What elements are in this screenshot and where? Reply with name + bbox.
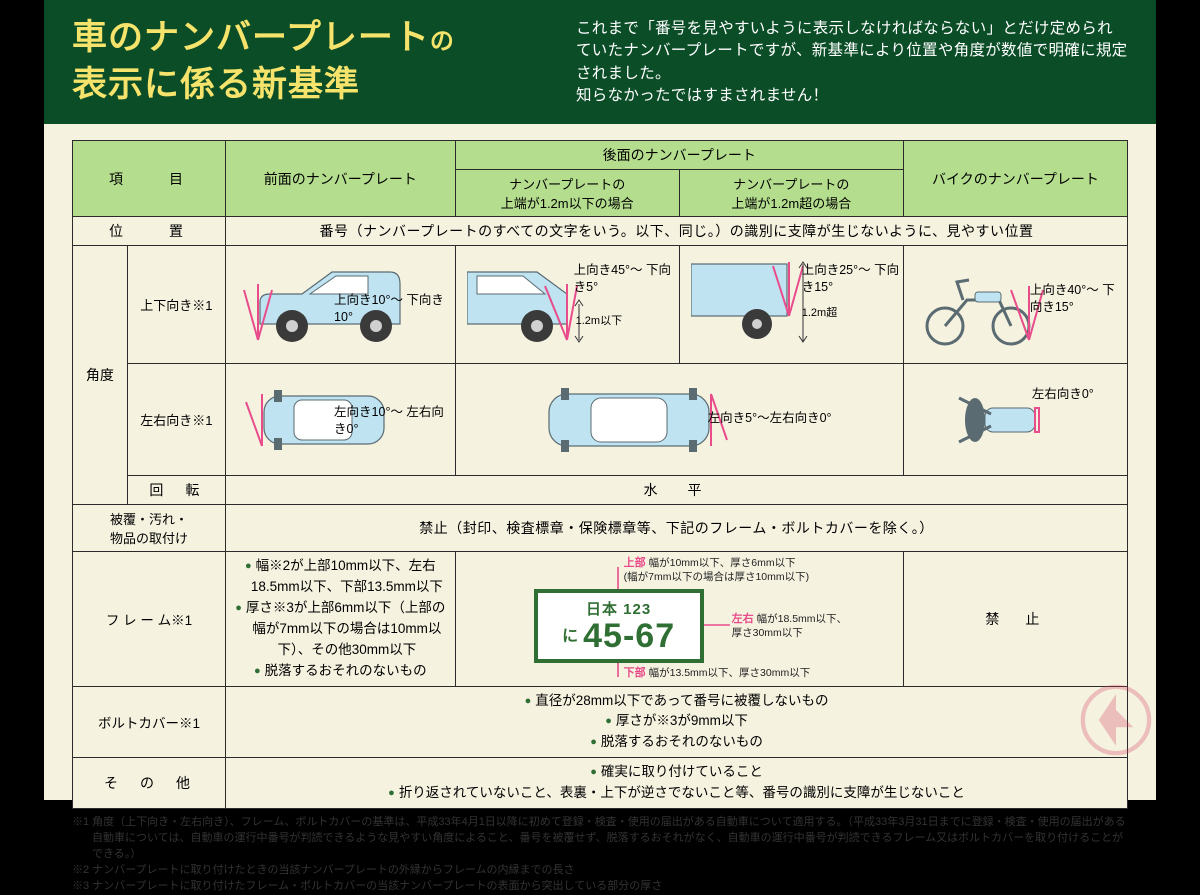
angle-ud-bike: 上向き40°～ 下向き15° bbox=[903, 246, 1127, 364]
other-bullet: 折り返されていないこと、表裏・上下が逆さでないこと等、番号の識別に支障が生じない… bbox=[234, 783, 1119, 804]
angle-ud-rearhigh-dim: 1.2m超 bbox=[802, 304, 837, 320]
other-bullet: 確実に取り付けていること bbox=[234, 762, 1119, 783]
footnote: ※3 ナンバープレートに取り付けたフレーム・ボルトカバーの当該ナンバープレートの… bbox=[72, 879, 1128, 895]
title-line2: 表示に係る新基準 bbox=[72, 65, 360, 104]
plate-tag-top: 上部 bbox=[624, 557, 646, 569]
page-title: 車のナンバープレートの 表示に係る新基準 bbox=[72, 14, 552, 114]
angle-ud-rearlow-dim: 1.2m以下 bbox=[576, 312, 622, 328]
plate-tag-side: 左右 bbox=[732, 613, 754, 625]
frame-plate-diagram: 日本 123 に45-67 上部幅が10mm以下、厚さ6mm以下 (幅が7mm以… bbox=[455, 552, 903, 687]
col-rear-high: ナンバープレートの 上端が1.2m超の場合 bbox=[679, 170, 903, 217]
plate-line1: 日本 123 bbox=[586, 598, 651, 619]
col-rear-low: ナンバープレートの 上端が1.2m以下の場合 bbox=[455, 170, 679, 217]
row-angle-group: 角度 bbox=[73, 246, 128, 505]
row-frame-bullets: 幅※2が上部10mm以下、左右18.5mm以下、下部13.5mm以下 厚さ※3が… bbox=[226, 552, 456, 687]
frame-bullet: 幅※2が上部10mm以下、左右18.5mm以下、下部13.5mm以下 bbox=[234, 556, 447, 598]
title-line1b: の bbox=[430, 28, 455, 55]
frame-bullet: 脱落するおそれのないもの bbox=[234, 661, 447, 682]
angle-ud-rearlow-text: 上向き45°～ 下向き5° bbox=[574, 262, 679, 296]
angle-ud-rearhigh-text: 上向き25°～ 下向き15° bbox=[802, 262, 903, 296]
plate-ann-top: 幅が10mm以下、厚さ6mm以下 (幅が7mm以下の場合は厚さ10mm以下) bbox=[624, 557, 810, 583]
plate-ann-bottom: 幅が13.5mm以下、厚さ30mm以下 bbox=[649, 667, 811, 679]
angle-lr-rear: 左向き5°～左右向き0° bbox=[455, 364, 903, 476]
row-bolt-bullets: 直径が28mm以下であって番号に被覆しないもの 厚さが※3が9mm以下 脱落する… bbox=[226, 686, 1128, 758]
motorcycle-top-icon bbox=[915, 368, 1115, 468]
angle-lr-bike: 左右向き0° bbox=[903, 364, 1127, 476]
col-item: 項 目 bbox=[73, 141, 226, 217]
header-bar: 車のナンバープレートの 表示に係る新基準 これまで「番号を見やすいように表示しな… bbox=[44, 0, 1156, 124]
frame-bullet: 厚さ※3が上部6mm以下（上部の幅が7mm以下の場合は10mm以下）、その他30… bbox=[234, 598, 447, 661]
angle-ud-front-text: 上向き10°～ 下向き10° bbox=[334, 292, 455, 326]
row-other-label: そ の 他 bbox=[73, 758, 226, 809]
footnote: ※1 角度（上下向き・左右向き）、フレーム、ボルトカバーの基準は、平成33年4月… bbox=[72, 815, 1128, 863]
angle-lr-front-text: 左向き10°～ 左右向き0° bbox=[334, 404, 455, 438]
col-front: 前面のナンバープレート bbox=[226, 141, 456, 217]
row-position-label: 位 置 bbox=[73, 217, 226, 246]
angle-ud-rear-low: 上向き45°～ 下向き5° 1.2m以下 bbox=[455, 246, 679, 364]
angle-lr-bike-text: 左右向き0° bbox=[1032, 386, 1094, 403]
angle-ud-bike-text: 上向き40°～ 下向き15° bbox=[1030, 282, 1127, 316]
angle-ud-front: 上向き10°～ 下向き10° bbox=[226, 246, 456, 364]
plate-tag-bottom: 下部 bbox=[624, 667, 646, 679]
row-position-text: 番号（ナンバープレートのすべての文字をいう。以下、同じ。）の識別に支障が生じない… bbox=[226, 217, 1128, 246]
plate-hira: に bbox=[562, 628, 579, 645]
standards-table: 項 目 前面のナンバープレート 後面のナンバープレート バイクのナンバープレート… bbox=[72, 140, 1128, 809]
row-cover-text: 禁止（封印、検査標章・保険標章等、下記のフレーム・ボルトカバーを除く。） bbox=[226, 505, 1128, 552]
row-angle-ud-label: 上下向き※1 bbox=[127, 246, 225, 364]
watermark-icon bbox=[1080, 684, 1152, 756]
license-plate-icon: 日本 123 に45-67 bbox=[534, 589, 704, 663]
row-other-bullets: 確実に取り付けていること 折り返されていないこと、表裏・上下が逆さでないこと等、… bbox=[226, 758, 1128, 809]
row-bolt-label: ボルトカバー※1 bbox=[73, 686, 226, 758]
footnotes: ※1 角度（上下向き・左右向き）、フレーム、ボルトカバーの基準は、平成33年4月… bbox=[72, 815, 1128, 895]
title-line1a: 車のナンバープレート bbox=[72, 18, 430, 57]
col-bike: バイクのナンバープレート bbox=[903, 141, 1127, 217]
angle-lr-rear-text: 左向き5°～左右向き0° bbox=[708, 410, 832, 427]
angle-ud-rear-high: 上向き25°～ 下向き15° 1.2m超 bbox=[679, 246, 903, 364]
info-sheet: 車のナンバープレートの 表示に係る新基準 これまで「番号を見やすいように表示しな… bbox=[44, 0, 1156, 800]
row-angle-lr-label: 左右向き※1 bbox=[127, 364, 225, 476]
angle-lr-front: 左向き10°～ 左右向き0° bbox=[226, 364, 456, 476]
row-rotation-label: 回 転 bbox=[127, 476, 225, 505]
lead-text: これまで「番号を見やすいように表示しなければならない」とだけ定められていたナンバ… bbox=[576, 14, 1128, 114]
row-cover-label: 被覆・汚れ・ 物品の取付け bbox=[73, 505, 226, 552]
row-frame-bike: 禁 止 bbox=[903, 552, 1127, 687]
row-frame-label: フ レ ー ム※1 bbox=[73, 552, 226, 687]
col-rear-group: 後面のナンバープレート bbox=[455, 141, 903, 170]
footnote: ※2 ナンバープレートに取り付けたときの当該ナンバープレートの外縁からフレームの… bbox=[72, 863, 1128, 879]
bolt-bullet: 脱落するおそれのないもの bbox=[234, 732, 1119, 753]
bolt-bullet: 厚さが※3が9mm以下 bbox=[234, 711, 1119, 732]
row-rotation-text: 水 平 bbox=[226, 476, 1128, 505]
plate-num: 45-67 bbox=[583, 617, 675, 655]
bolt-bullet: 直径が28mm以下であって番号に被覆しないもの bbox=[234, 691, 1119, 712]
